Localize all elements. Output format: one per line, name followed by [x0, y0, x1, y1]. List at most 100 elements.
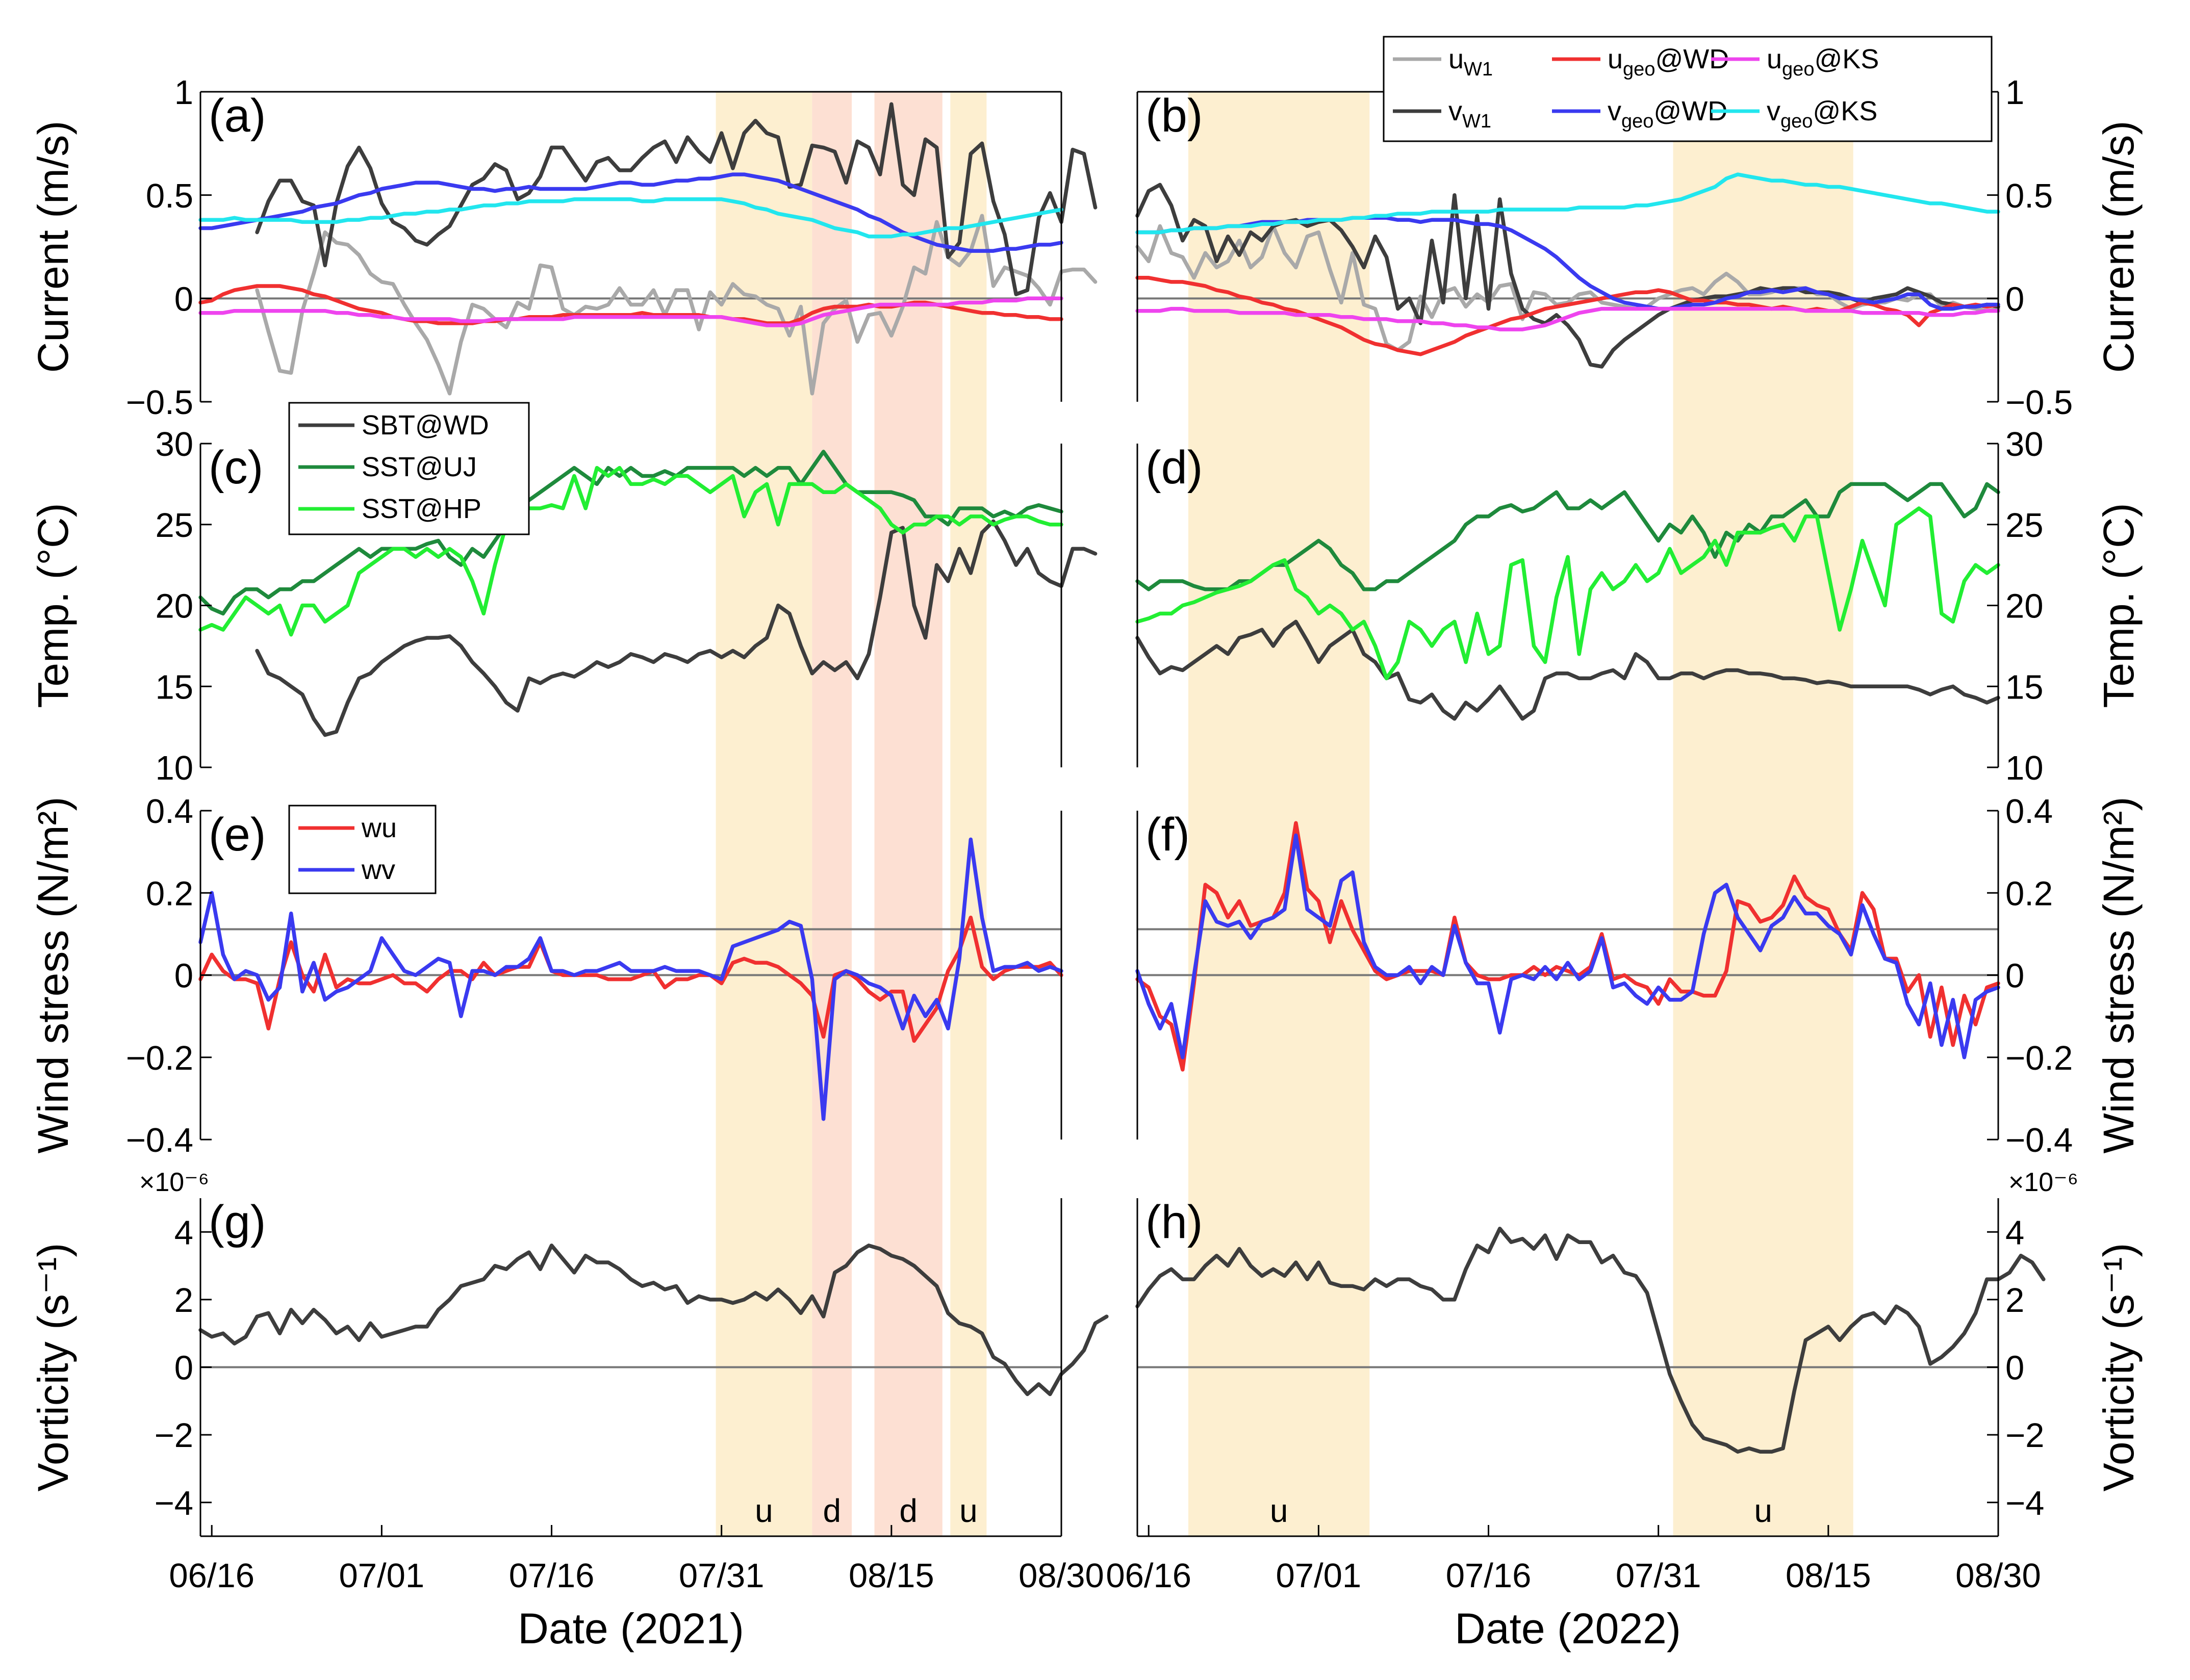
x-tick-label: 07/31 — [1616, 1557, 1701, 1595]
shade-span-left-u — [950, 92, 987, 1536]
y-tick-label: 0.5 — [146, 177, 193, 215]
series-ugeo-ks — [1135, 306, 2000, 331]
panel-label: (b) — [1145, 90, 1203, 142]
legend-entry-text: SST@HP — [362, 494, 481, 524]
legend-temp: SBT@WD SST@UJ SST@HP — [288, 402, 530, 535]
shade-span-right-u — [1673, 92, 1853, 1536]
y-tick-label: 0 — [2005, 280, 2024, 318]
legend-name: SST@HP — [362, 494, 481, 524]
y-tick-label: 0.5 — [2005, 177, 2053, 215]
y-tick-label: 2 — [2005, 1281, 2024, 1320]
panel-label: (d) — [1145, 442, 1203, 494]
y-tick-label: 10 — [2005, 749, 2044, 787]
legend-wind: wu wv — [288, 805, 437, 894]
y-tick-label: 0 — [2005, 1349, 2024, 1387]
series-uw1 — [255, 214, 1098, 396]
series-vgeo-ks — [1135, 172, 2000, 235]
panel-label: (f) — [1145, 809, 1190, 861]
shade-span-left-u — [716, 92, 812, 1536]
series-vorticity — [198, 1244, 1109, 1397]
x-tick-label: 06/16 — [169, 1557, 254, 1595]
y-tick-label: 4 — [2005, 1213, 2024, 1252]
x-tick-label: 08/15 — [1786, 1557, 1871, 1595]
legend-entry-text: vW1 — [1448, 96, 1491, 132]
y-axis-title: Wind stress (N/m²) — [29, 797, 77, 1154]
legend-tail: @KS — [1814, 44, 1879, 74]
y-axis-exponent: ×10⁻⁶ — [139, 1168, 209, 1197]
legend-entry-text: uW1 — [1448, 44, 1493, 80]
series-wu — [198, 915, 1063, 1043]
y-axis-title: Temp. (°C) — [2095, 503, 2143, 708]
y-tick-label: −4 — [155, 1484, 193, 1522]
y-tick-label: 15 — [155, 668, 193, 706]
panel-g: −4 −2 0 2 4 Vorticity (s⁻¹) ×10⁻⁶(g) 06/16 07/01… — [29, 1168, 1109, 1652]
series-vorticity — [1135, 1226, 2046, 1454]
series-sst-hp — [198, 466, 1063, 637]
y-tick-label: −2 — [155, 1416, 193, 1455]
y-axis-title: Vorticity (s⁻¹) — [29, 1243, 77, 1492]
x-tick-label: 07/01 — [1276, 1557, 1362, 1595]
shade-label-right-u: u — [1270, 1492, 1288, 1529]
y-tick-label: 0 — [174, 957, 193, 995]
y-tick-label: 0.4 — [146, 792, 193, 831]
y-tick-label: 0 — [2005, 957, 2024, 995]
legend-entry-text: ugeo@KS — [1767, 44, 1879, 80]
panel-label: (e) — [209, 809, 266, 861]
y-axis-title: Current (m/s) — [29, 121, 77, 373]
y-tick-label: 10 — [155, 749, 193, 787]
legend-entry-text: SST@UJ — [362, 452, 477, 482]
legend-sub: geo — [1621, 111, 1653, 132]
y-tick-label: 30 — [155, 425, 193, 463]
y-tick-label: 30 — [2005, 425, 2044, 463]
y-tick-label: 2 — [174, 1281, 193, 1320]
legend-name: SST@UJ — [362, 452, 477, 482]
x-tick-label: 07/16 — [1446, 1557, 1532, 1595]
series-wv — [1135, 833, 2000, 1059]
legend-name: v — [1608, 96, 1621, 126]
y-tick-label: −2 — [2005, 1416, 2044, 1455]
legend-name: SBT@WD — [362, 410, 489, 441]
y-tick-label: 25 — [2005, 506, 2044, 545]
shade-label-left-u: u — [755, 1492, 773, 1529]
x-tick-label: 06/16 — [1106, 1557, 1191, 1595]
legend-entry-text: vgeo@WD — [1608, 96, 1727, 132]
y-tick-label: −0.4 — [126, 1121, 193, 1159]
panel-label: (g) — [209, 1196, 266, 1248]
panel-h: −4 −2 0 2 4 Vorticity (s⁻¹) ×10⁻⁶ (h) 06/16 07/01… — [1106, 1168, 2143, 1652]
y-tick-label: −4 — [2005, 1484, 2044, 1522]
series-sbt-wd — [255, 519, 1098, 737]
x-tick-label: 08/30 — [1018, 1557, 1104, 1595]
legend-sub: geo — [1782, 59, 1814, 80]
x-tick-label: 07/16 — [509, 1557, 595, 1595]
legend-name: u — [1767, 44, 1782, 74]
legend-tail: @KS — [1813, 96, 1877, 126]
legend-entry-text: SBT@WD — [362, 410, 489, 441]
x-axis-title: Date (2022) — [1455, 1605, 1681, 1652]
legend-entry-text: wu — [361, 813, 397, 843]
legend-name: u — [1448, 44, 1464, 74]
y-tick-label: −0.2 — [126, 1039, 193, 1077]
y-tick-label: 25 — [155, 506, 193, 545]
y-tick-label: 0 — [174, 1349, 193, 1387]
y-tick-label: 1 — [2005, 73, 2024, 112]
legend-frame — [288, 805, 437, 894]
panel-e: −0.4 −0.2 0 0.2 0.4 Wind stress (N/m²) (e) — [29, 792, 1063, 1159]
y-axis-title: Temp. (°C) — [29, 503, 77, 708]
y-tick-label: −0.4 — [2005, 1121, 2073, 1159]
legend-name: wv — [361, 855, 395, 885]
panel-label: (c) — [209, 442, 263, 494]
legend-frame — [1383, 36, 1993, 142]
y-tick-label: 0.4 — [2005, 792, 2053, 831]
y-tick-label: 1 — [174, 73, 193, 112]
series-sst-uj — [198, 450, 1063, 616]
y-tick-label: −0.5 — [2005, 383, 2073, 422]
panel-d: 10 15 20 25 30 Temp. (°C) (d) — [1135, 425, 2143, 931]
legend-name: v — [1448, 96, 1462, 126]
series-vgeo-ks — [198, 197, 1063, 239]
series-ugeo-ks — [198, 296, 1063, 327]
series-sst-uj — [1135, 482, 2000, 591]
series-sbt-wd — [1135, 619, 2000, 721]
shade-span-right-u — [1188, 92, 1370, 1536]
